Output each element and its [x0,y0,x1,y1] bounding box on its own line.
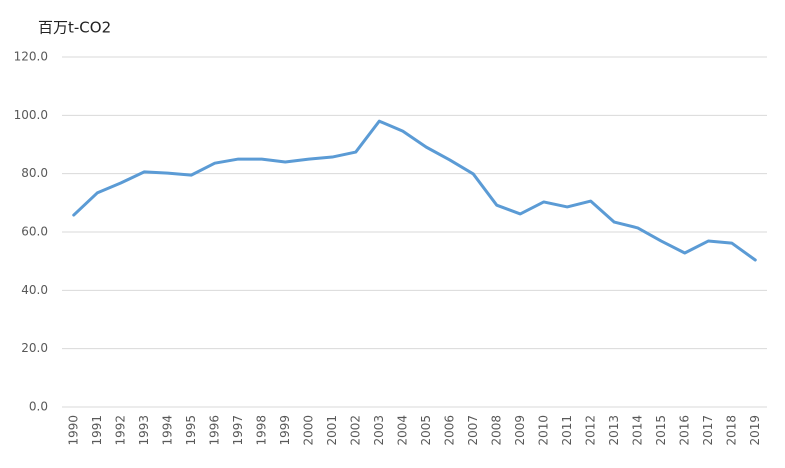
x-tick-label: 1999 [278,415,292,446]
x-tick-label: 2016 [677,415,691,446]
y-tick-label: 60.0 [21,225,48,239]
x-tick-label: 1990 [66,415,80,446]
x-tick-label: 1994 [160,415,174,446]
chart-title: 百万t-CO2 [38,19,111,37]
x-tick-label: 1998 [254,415,268,446]
x-tick-label: 2013 [607,415,621,446]
x-tick-label: 2002 [348,415,362,446]
x-tick-label: 2008 [489,415,503,446]
x-tick-label: 2019 [748,415,762,446]
y-tick-label: 120.0 [14,50,48,64]
x-tick-label: 2018 [724,415,738,446]
x-tick-label: 2003 [372,415,386,446]
x-tick-label: 1997 [231,415,245,446]
x-tick-label: 2015 [654,415,668,446]
y-tick-label: 80.0 [21,166,48,180]
x-tick-label: 2006 [442,415,456,446]
x-tick-label: 2012 [583,415,597,446]
x-tick-label: 2017 [701,415,715,446]
y-tick-label: 100.0 [14,108,48,122]
x-tick-label: 2009 [513,415,527,446]
x-tick-label: 2000 [301,415,315,446]
x-tick-label: 2010 [536,415,550,446]
y-tick-label: 20.0 [21,341,48,355]
x-tick-label: 2014 [630,415,644,446]
y-tick-label: 40.0 [21,283,48,297]
x-tick-label: 1993 [137,415,151,446]
x-tick-label: 1992 [113,415,127,446]
data-line [72,119,757,262]
x-tick-label: 2011 [560,415,574,446]
x-tick-label: 2004 [395,415,409,446]
x-tick-label: 2007 [466,415,480,446]
x-tick-label: 1996 [207,415,221,446]
x-tick-label: 2001 [325,415,339,446]
x-tick-label: 1995 [184,415,198,446]
y-tick-label: 0.0 [29,400,48,414]
x-tick-label: 2005 [419,415,433,446]
x-tick-label: 1991 [90,415,104,446]
